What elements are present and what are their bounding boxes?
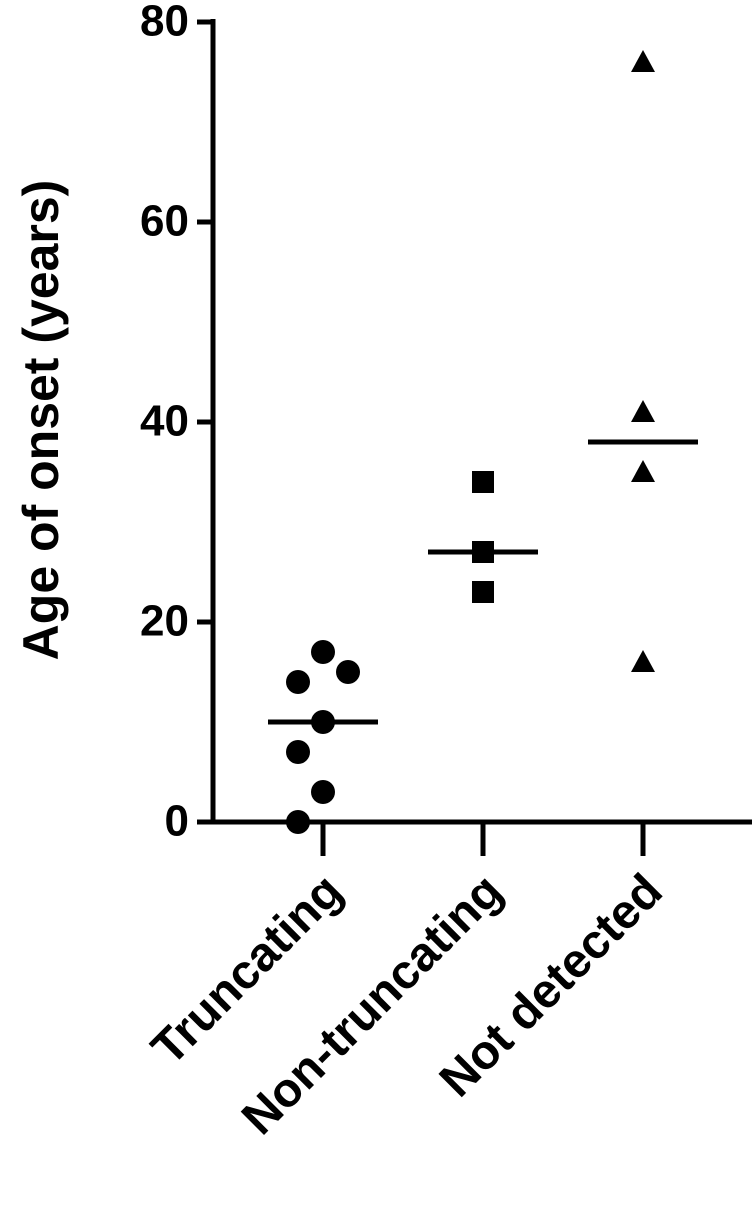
point <box>472 581 494 603</box>
point <box>631 50 655 72</box>
point <box>631 650 655 672</box>
y-tick-label: 0 <box>165 797 189 846</box>
y-tick-label: 20 <box>140 597 189 646</box>
point <box>286 810 310 834</box>
point <box>472 471 494 493</box>
y-axis-label: Age of onset (years) <box>13 180 69 661</box>
point <box>336 660 360 684</box>
y-tick-label: 40 <box>140 397 189 446</box>
point <box>631 460 655 482</box>
point <box>286 670 310 694</box>
y-tick-label: 60 <box>140 197 189 246</box>
point <box>286 740 310 764</box>
point <box>311 640 335 664</box>
y-tick-label: 80 <box>140 0 189 46</box>
point <box>631 400 655 422</box>
point <box>311 780 335 804</box>
